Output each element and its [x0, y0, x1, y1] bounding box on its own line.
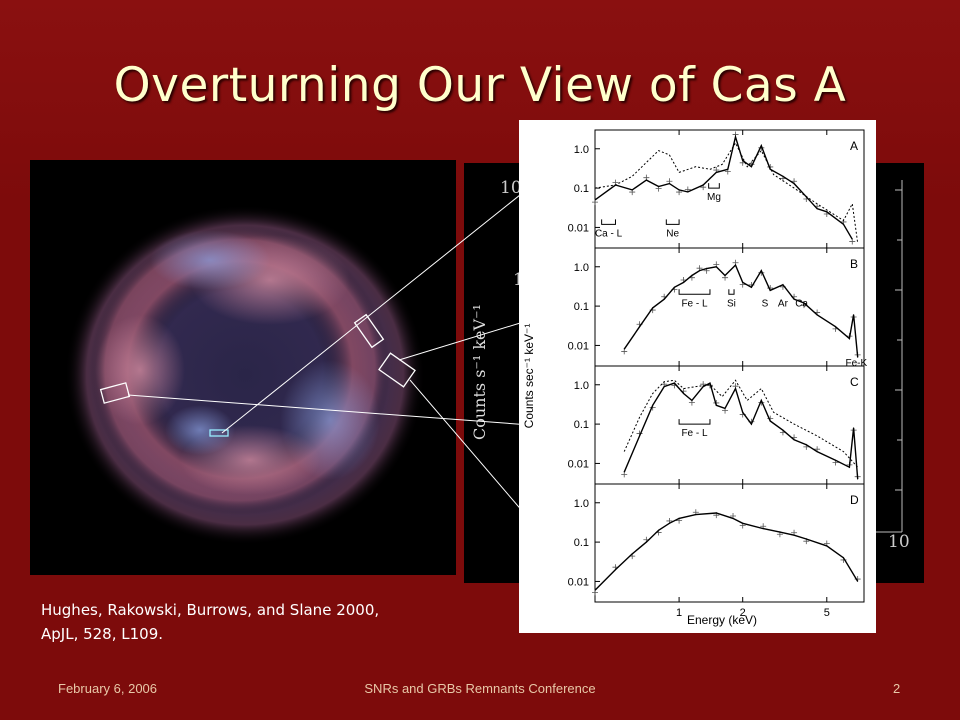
annotation-label: Ca [795, 298, 808, 309]
panel-label: D [850, 493, 859, 507]
panel-label: C [850, 375, 859, 389]
data-point [849, 238, 856, 245]
annotation-label: Mg [707, 192, 721, 203]
annotation-bracket [708, 183, 720, 189]
citation-line2: ApJL, 528, L109. [41, 625, 164, 643]
annotation-label: Ne [666, 228, 679, 239]
annotation-bracket [678, 419, 711, 425]
model-line [594, 134, 853, 240]
y-tick-label: 0.1 [574, 419, 589, 431]
y-tick-label: 1.0 [574, 498, 589, 510]
y-tick-label: 0.1 [574, 301, 589, 313]
panel-c: 1.0 0.1 0.01 C Fe - L [568, 365, 865, 485]
annotation-label: Ca - L [595, 228, 623, 239]
spectra-panels: 1.0 0.1 0.01 A Ca - L Ne Mg 1.0 0.1 0.01 B Fe - L Si… [568, 129, 868, 619]
y-tick-label: 0.01 [568, 222, 589, 234]
annotation-bracket [601, 219, 616, 225]
model-line [623, 263, 859, 358]
model-line [623, 382, 859, 480]
annotation-label: Fe - L [681, 298, 708, 309]
y-tick-label: 1.0 [574, 262, 589, 274]
spectra-chart: Counts sec⁻¹ keV⁻¹ Energy (keV) 1.0 0.1 0.… [522, 129, 868, 627]
y-tick-label: 1.0 [574, 144, 589, 156]
annotation-bracket [728, 289, 735, 295]
spectra-figure: Counts sec⁻¹ keV⁻¹ Energy (keV) 1.0 0.1 0.… [519, 120, 876, 633]
x-tick-label: 2 [740, 607, 746, 619]
x-tick-label: 1 [676, 607, 682, 619]
data-point [621, 348, 628, 355]
bg-tick-xend: 10 [888, 532, 910, 552]
y-tick-label: 0.01 [568, 576, 589, 588]
footer-page-number: 2 [893, 681, 901, 696]
panel-label: A [850, 139, 858, 153]
region-box-d [378, 352, 416, 388]
alt-model-line [594, 141, 859, 244]
region-box-b [353, 313, 385, 349]
region-box-c [99, 382, 131, 404]
data-point [621, 471, 628, 478]
y-tick-label: 0.1 [574, 537, 589, 549]
y-axis-title: Counts sec⁻¹ keV⁻¹ [522, 324, 536, 429]
panel-a: 1.0 0.1 0.01 A Ca - L Ne Mg [568, 129, 865, 249]
bg-right-axis [875, 180, 903, 533]
panel-frame [594, 365, 865, 485]
annotation-bracket [665, 219, 680, 225]
y-tick-label: 0.01 [568, 458, 589, 470]
southwest-blue-region [165, 405, 235, 455]
panel-label: B [850, 257, 858, 271]
annotation-label: Fe-K [846, 358, 868, 369]
slide-title: Overturning Our View of Cas A [113, 58, 847, 113]
panel-frame [594, 483, 865, 603]
x-tick-label: 5 [824, 607, 830, 619]
connector-c [127, 394, 531, 426]
annotation-label: Ar [778, 298, 789, 309]
y-tick-label: 0.01 [568, 340, 589, 352]
footer-date: February 6, 2006 [58, 681, 158, 696]
bg-tick-top: 10 [500, 178, 522, 198]
panel-frame [594, 129, 865, 249]
data-point [592, 199, 598, 206]
annotation-label: Si [727, 298, 736, 309]
connector-d [409, 379, 531, 521]
y-tick-label: 1.0 [574, 380, 589, 392]
annotation-bracket [678, 289, 711, 295]
citation-line1: Hughes, Rakowski, Burrows, and Slane 200… [41, 601, 380, 619]
data-point [592, 589, 598, 596]
model-line [594, 512, 859, 591]
annotation-label: Fe - L [681, 428, 708, 439]
y-tick-label: 0.1 [574, 183, 589, 195]
citation: Hughes, Rakowski, Burrows, and Slane 200… [41, 598, 379, 646]
region-box-a [209, 429, 229, 437]
footer-conference: SNRs and GRBs Remnants Conference [364, 681, 596, 696]
north-blue-region [150, 230, 270, 290]
connector-b [398, 319, 531, 361]
connector-a [221, 186, 531, 434]
alt-model-line [623, 379, 859, 468]
panel-b: 1.0 0.1 0.01 B Fe - L Si S Ar Ca Fe-K [568, 247, 868, 369]
x-axis-title: Energy (keV) [687, 613, 757, 627]
panel-d: 1.0 0.1 0.01 D [568, 483, 865, 603]
bg-tick-mid: 1 [513, 270, 524, 290]
annotation-label: S [762, 298, 769, 309]
